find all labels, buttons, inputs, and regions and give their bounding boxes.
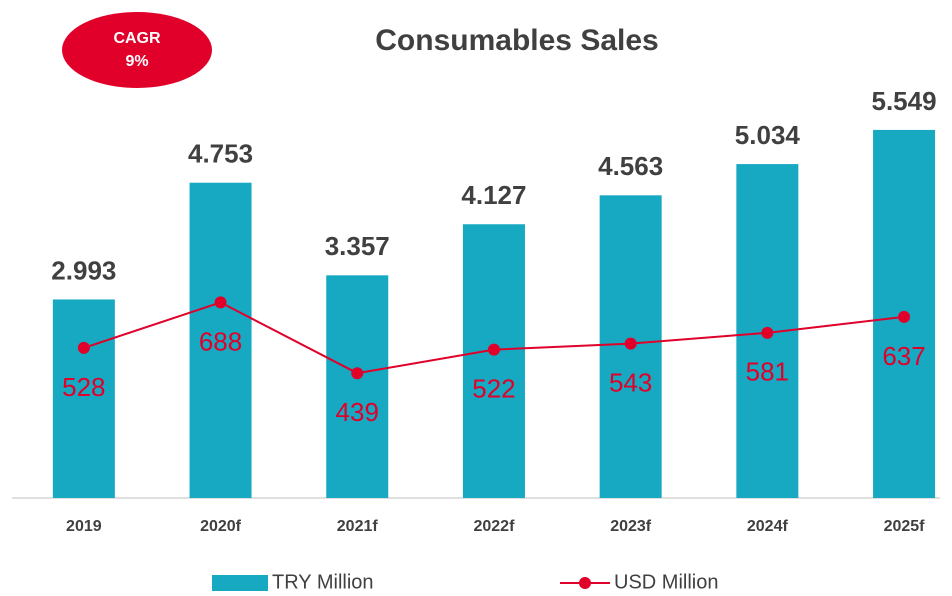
x-tick-label: 2019	[66, 518, 102, 535]
line-point	[624, 337, 637, 350]
x-tick-label: 2020f	[200, 518, 242, 535]
bar	[189, 182, 252, 499]
line-label: 581	[746, 357, 789, 387]
line-point	[761, 326, 774, 339]
legend-label: TRY Million	[272, 571, 374, 593]
x-tick-label: 2021f	[337, 518, 379, 535]
x-tick-label: 2022f	[473, 518, 515, 535]
cagr-label: CAGR	[113, 30, 161, 47]
line-point	[214, 296, 227, 309]
line-point	[898, 310, 911, 323]
bar	[52, 299, 115, 498]
bar-label: 4.563	[598, 151, 663, 181]
bar-label: 3.357	[325, 231, 390, 261]
legend-swatch	[579, 577, 591, 589]
cagr-value: 9%	[125, 53, 148, 70]
legend-swatch	[212, 575, 268, 591]
bar-label: 2.993	[51, 255, 116, 285]
bar-label: 5.034	[735, 120, 801, 150]
bar-label: 4.127	[461, 180, 526, 210]
line-point	[77, 341, 90, 354]
x-tick-label: 2024f	[747, 518, 789, 535]
cagr-badge	[62, 12, 212, 88]
chart-title: Consumables Sales	[375, 24, 658, 57]
line-point	[487, 343, 500, 356]
bar-label: 4.753	[188, 139, 253, 169]
line-label: 543	[609, 368, 652, 398]
line-label: 637	[882, 341, 925, 371]
line-point	[351, 367, 364, 380]
bar	[326, 275, 389, 498]
bar-label: 5.549	[872, 86, 937, 116]
line-label: 522	[472, 373, 515, 403]
legend-label: USD Million	[614, 571, 718, 593]
bar	[462, 224, 525, 498]
line-label: 439	[336, 397, 379, 427]
line-label: 528	[62, 372, 105, 402]
x-tick-label: 2023f	[610, 518, 652, 535]
x-tick-label: 2025f	[884, 518, 926, 535]
line-label: 688	[199, 326, 242, 356]
